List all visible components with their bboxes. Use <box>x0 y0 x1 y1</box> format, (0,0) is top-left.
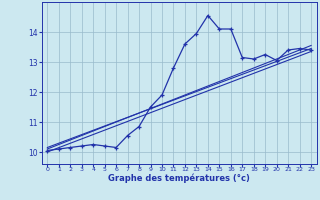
X-axis label: Graphe des températures (°c): Graphe des températures (°c) <box>108 174 250 183</box>
